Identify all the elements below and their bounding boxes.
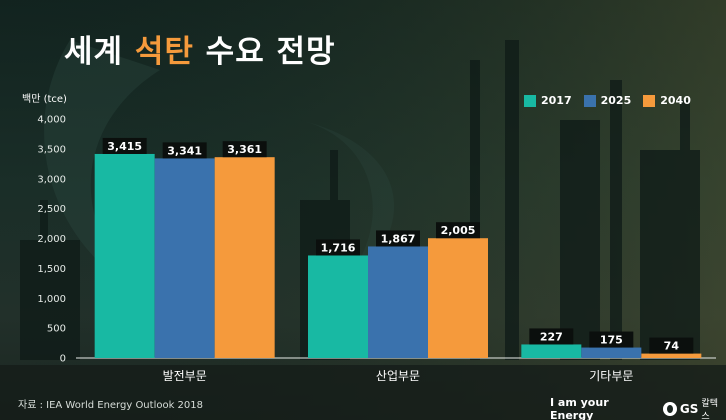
bar-2025-1 — [368, 246, 428, 358]
title-prefix: 세계 — [64, 34, 135, 70]
y-tick-label: 3,500 — [37, 144, 66, 155]
bar-2025-0 — [154, 158, 215, 358]
legend-item-2025: 2025 — [583, 94, 632, 107]
bar-2017-0 — [94, 153, 155, 358]
y-tick-label: 3,000 — [37, 174, 66, 185]
y-axis-label: 백만 (tce) — [22, 93, 67, 105]
data-label: 227 — [540, 330, 563, 343]
bar-2040-1 — [428, 238, 488, 358]
data-label-bg — [436, 222, 480, 239]
legend-swatch — [524, 94, 536, 107]
data-label: 2,005 — [441, 224, 476, 237]
x-tick-label: 기타부문 — [589, 369, 633, 383]
bar-2040-2 — [641, 353, 702, 358]
data-label-bg — [529, 328, 574, 345]
x-tick-label: 산업부문 — [376, 369, 420, 383]
bar-2017-1 — [308, 255, 368, 358]
data-label: 3,341 — [167, 144, 202, 157]
data-label: 175 — [600, 334, 623, 347]
source-note: 자료 : IEA World Energy Outlook 2018 — [18, 400, 204, 411]
y-tick-label: 1,000 — [37, 294, 66, 305]
brand-slogan: I am your Energy — [550, 396, 609, 420]
legend-swatch — [643, 94, 656, 107]
y-tick-label: 500 — [47, 324, 66, 335]
y-tick-label: 2,500 — [37, 204, 66, 215]
data-label: 3,361 — [227, 143, 262, 156]
title-accent: 석탄 — [134, 34, 194, 70]
data-label-bg — [316, 239, 360, 256]
gs-logo-icon — [663, 402, 677, 416]
bar-2017-2 — [521, 344, 582, 358]
bar-2040-0 — [214, 157, 275, 358]
y-tick-label: 0 — [60, 354, 66, 365]
legend-swatch — [583, 94, 596, 107]
legend-item-2040: 2040 — [643, 94, 691, 107]
data-label-bg — [649, 337, 694, 354]
data-label-bg — [589, 331, 634, 348]
legend-item-2017: 2017 — [524, 94, 572, 107]
y-tick-label: 1,500 — [37, 264, 66, 275]
legend-label: 2040 — [660, 94, 691, 107]
data-label-bg — [376, 230, 420, 247]
y-tick-label: 4,000 — [37, 115, 66, 126]
brand-footer: I am your Energy GS 칼텍스 — [550, 396, 726, 420]
bar-2025-2 — [581, 347, 642, 358]
chart-legend: 2017 2025 2040 — [524, 94, 691, 107]
legend-label: 2025 — [600, 94, 632, 107]
data-label: 3,415 — [107, 140, 142, 153]
data-label: 1,716 — [321, 241, 356, 254]
data-label-bg — [162, 142, 207, 159]
title-suffix: 수요 전망 — [193, 34, 336, 70]
data-label: 74 — [664, 340, 680, 353]
data-label-bg — [102, 137, 147, 154]
data-label-bg — [222, 141, 267, 158]
page-title: 세계 석탄 수요 전망 — [64, 26, 336, 71]
brand-name: GS — [679, 402, 699, 416]
brand-logo: GS 칼텍스 — [663, 396, 726, 420]
brand-sub: 칼텍스 — [701, 399, 718, 420]
y-tick-label: 2,000 — [37, 234, 66, 245]
x-tick-label: 발전부문 — [163, 369, 207, 383]
legend-label: 2017 — [541, 94, 572, 107]
data-label: 1,867 — [381, 232, 416, 245]
